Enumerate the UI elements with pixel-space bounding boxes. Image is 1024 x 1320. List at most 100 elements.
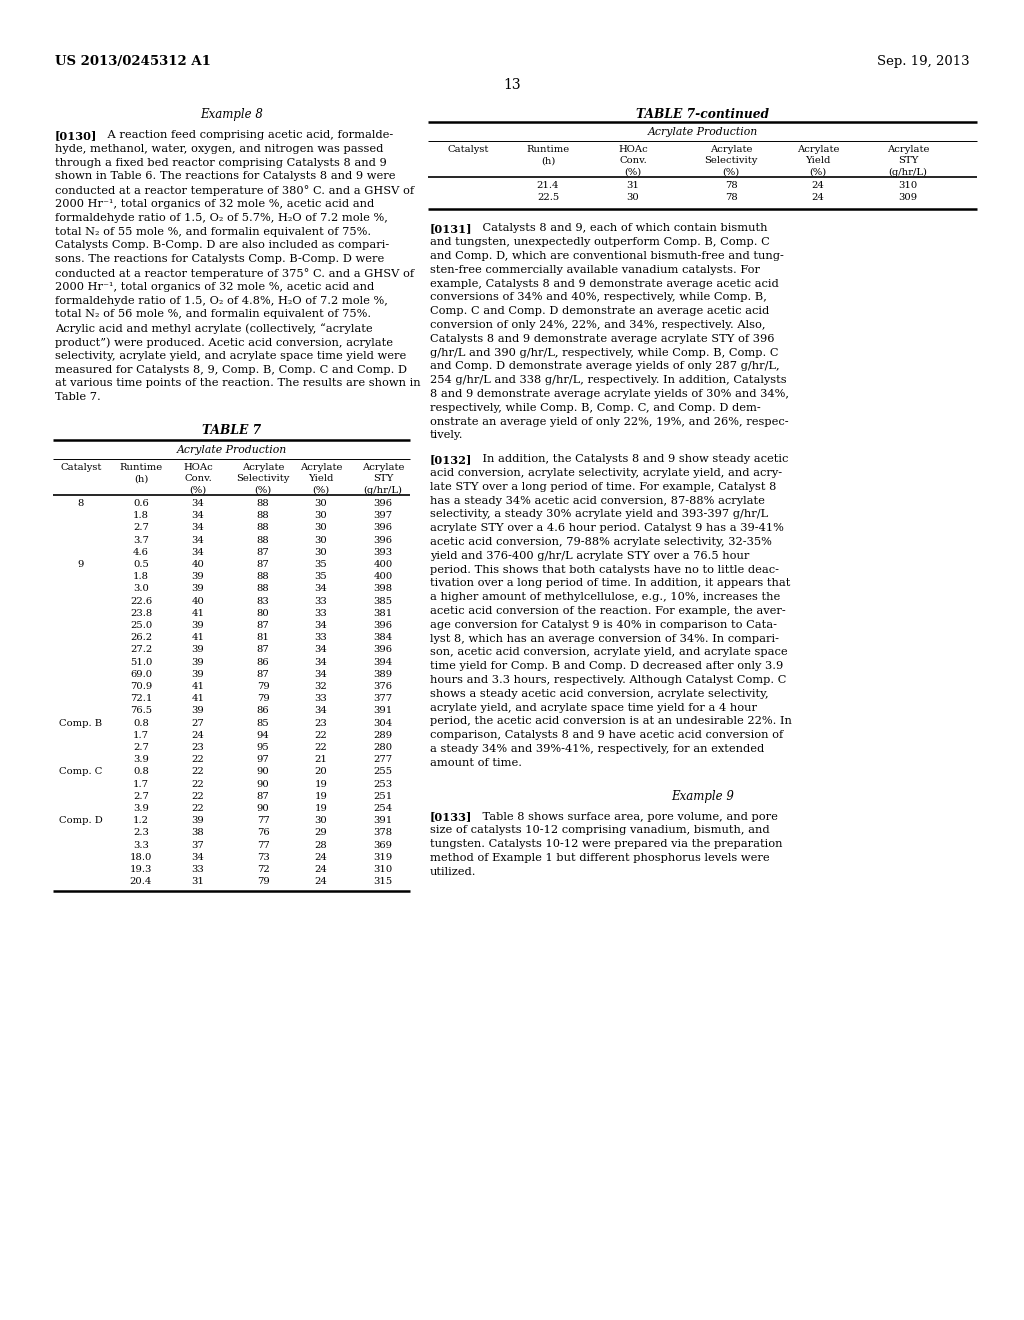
Text: 78: 78 xyxy=(725,193,737,202)
Text: 88: 88 xyxy=(257,572,269,581)
Text: 79: 79 xyxy=(257,682,269,690)
Text: 88: 88 xyxy=(257,499,269,508)
Text: 38: 38 xyxy=(191,829,205,837)
Text: TABLE 7: TABLE 7 xyxy=(202,424,261,437)
Text: 27.2: 27.2 xyxy=(130,645,153,655)
Text: 277: 277 xyxy=(374,755,392,764)
Text: 34: 34 xyxy=(191,524,205,532)
Text: 378: 378 xyxy=(374,829,392,837)
Text: size of catalysts 10-12 comprising vanadium, bismuth, and: size of catalysts 10-12 comprising vanad… xyxy=(430,825,770,836)
Text: 87: 87 xyxy=(257,669,269,678)
Text: 396: 396 xyxy=(374,524,392,532)
Text: 30: 30 xyxy=(314,524,328,532)
Text: 77: 77 xyxy=(257,841,269,850)
Text: 1.7: 1.7 xyxy=(133,780,150,788)
Text: 310: 310 xyxy=(898,181,918,190)
Text: A reaction feed comprising acetic acid, formalde-: A reaction feed comprising acetic acid, … xyxy=(93,129,393,140)
Text: 39: 39 xyxy=(191,816,205,825)
Text: 20: 20 xyxy=(314,767,328,776)
Text: 384: 384 xyxy=(374,634,392,643)
Text: 33: 33 xyxy=(314,634,328,643)
Text: Example 8: Example 8 xyxy=(200,108,263,121)
Text: 3.3: 3.3 xyxy=(133,841,148,850)
Text: HOAc
Conv.
(%): HOAc Conv. (%) xyxy=(183,463,213,495)
Text: and Comp. D, which are conventional bismuth-free and tung-: and Comp. D, which are conventional bism… xyxy=(430,251,784,261)
Text: 22: 22 xyxy=(191,755,205,764)
Text: 2.7: 2.7 xyxy=(133,792,148,801)
Text: 3.9: 3.9 xyxy=(133,804,148,813)
Text: 40: 40 xyxy=(191,560,205,569)
Text: 30: 30 xyxy=(314,548,328,557)
Text: 24: 24 xyxy=(812,181,824,190)
Text: 34: 34 xyxy=(314,706,328,715)
Text: 20.4: 20.4 xyxy=(130,878,153,886)
Text: 393: 393 xyxy=(374,548,392,557)
Text: conducted at a reactor temperature of 380° C. and a GHSV of: conducted at a reactor temperature of 38… xyxy=(55,185,414,197)
Text: 1.8: 1.8 xyxy=(133,511,150,520)
Text: shown in Table 6. The reactions for Catalysts 8 and 9 were: shown in Table 6. The reactions for Cata… xyxy=(55,172,395,181)
Text: a steady 34% and 39%-41%, respectively, for an extended: a steady 34% and 39%-41%, respectively, … xyxy=(430,744,764,754)
Text: 3.7: 3.7 xyxy=(133,536,148,545)
Text: 87: 87 xyxy=(257,620,269,630)
Text: Sep. 19, 2013: Sep. 19, 2013 xyxy=(878,55,970,69)
Text: 22: 22 xyxy=(191,767,205,776)
Text: 76: 76 xyxy=(257,829,269,837)
Text: 41: 41 xyxy=(191,609,205,618)
Text: 87: 87 xyxy=(257,792,269,801)
Text: 30: 30 xyxy=(314,499,328,508)
Text: total N₂ of 56 mole %, and formalin equivalent of 75%.: total N₂ of 56 mole %, and formalin equi… xyxy=(55,309,371,319)
Text: 19: 19 xyxy=(314,804,328,813)
Text: 95: 95 xyxy=(257,743,269,752)
Text: time yield for Comp. B and Comp. D decreased after only 3.9: time yield for Comp. B and Comp. D decre… xyxy=(430,661,783,671)
Text: 310: 310 xyxy=(374,865,392,874)
Text: 21: 21 xyxy=(314,755,328,764)
Text: 22: 22 xyxy=(191,804,205,813)
Text: 88: 88 xyxy=(257,585,269,594)
Text: has a steady 34% acetic acid conversion, 87-88% acrylate: has a steady 34% acetic acid conversion,… xyxy=(430,495,765,506)
Text: US 2013/0245312 A1: US 2013/0245312 A1 xyxy=(55,55,211,69)
Text: Runtime
(h): Runtime (h) xyxy=(120,463,163,483)
Text: Comp. D: Comp. D xyxy=(59,816,102,825)
Text: acrylate yield, and acrylate space time yield for a 4 hour: acrylate yield, and acrylate space time … xyxy=(430,702,757,713)
Text: Acrylate
Selectivity
(%): Acrylate Selectivity (%) xyxy=(237,463,290,495)
Text: son, acetic acid conversion, acrylate yield, and acrylate space: son, acetic acid conversion, acrylate yi… xyxy=(430,647,787,657)
Text: acetic acid conversion of the reaction. For example, the aver-: acetic acid conversion of the reaction. … xyxy=(430,606,785,616)
Text: Acrylate Production: Acrylate Production xyxy=(176,445,287,455)
Text: 23: 23 xyxy=(191,743,205,752)
Text: 31: 31 xyxy=(191,878,205,886)
Text: 24: 24 xyxy=(191,731,205,739)
Text: 29: 29 xyxy=(314,829,328,837)
Text: 90: 90 xyxy=(257,804,269,813)
Text: Table 7.: Table 7. xyxy=(55,392,100,403)
Text: 30: 30 xyxy=(314,536,328,545)
Text: Runtime
(h): Runtime (h) xyxy=(526,145,569,165)
Text: 30: 30 xyxy=(314,816,328,825)
Text: 2.7: 2.7 xyxy=(133,743,148,752)
Text: 34: 34 xyxy=(191,511,205,520)
Text: 35: 35 xyxy=(314,560,328,569)
Text: Acrylate
Selectivity
(%): Acrylate Selectivity (%) xyxy=(705,145,758,177)
Text: 1.2: 1.2 xyxy=(133,816,150,825)
Text: tivation over a long period of time. In addition, it appears that: tivation over a long period of time. In … xyxy=(430,578,791,589)
Text: 255: 255 xyxy=(374,767,392,776)
Text: 34: 34 xyxy=(314,585,328,594)
Text: 41: 41 xyxy=(191,694,205,704)
Text: 70.9: 70.9 xyxy=(130,682,153,690)
Text: Catalyst: Catalyst xyxy=(447,145,488,154)
Text: 22: 22 xyxy=(191,780,205,788)
Text: 94: 94 xyxy=(257,731,269,739)
Text: 34: 34 xyxy=(191,536,205,545)
Text: 23: 23 xyxy=(314,718,328,727)
Text: 19: 19 xyxy=(314,780,328,788)
Text: yield and 376-400 g/hr/L acrylate STY over a 76.5 hour: yield and 376-400 g/hr/L acrylate STY ov… xyxy=(430,550,750,561)
Text: 22: 22 xyxy=(314,743,328,752)
Text: 97: 97 xyxy=(257,755,269,764)
Text: 33: 33 xyxy=(191,865,205,874)
Text: 2.3: 2.3 xyxy=(133,829,148,837)
Text: 319: 319 xyxy=(374,853,392,862)
Text: 19.3: 19.3 xyxy=(130,865,153,874)
Text: 400: 400 xyxy=(374,560,392,569)
Text: product”) were produced. Acetic acid conversion, acrylate: product”) were produced. Acetic acid con… xyxy=(55,337,393,347)
Text: measured for Catalysts 8, 9, Comp. B, Comp. C and Comp. D: measured for Catalysts 8, 9, Comp. B, Co… xyxy=(55,364,407,375)
Text: 33: 33 xyxy=(314,694,328,704)
